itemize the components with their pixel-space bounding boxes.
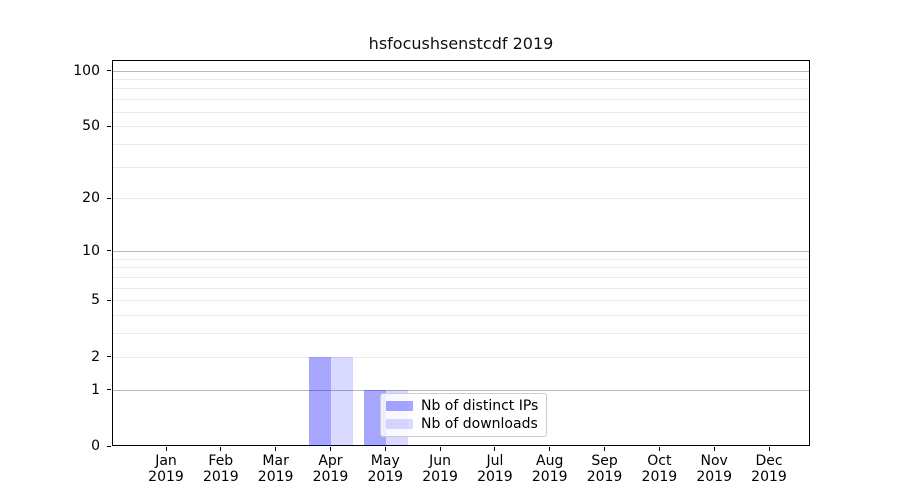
x-tick: [220, 447, 222, 451]
x-tick-label: Oct 2019: [619, 453, 699, 485]
y-tick: [107, 197, 111, 199]
x-tick-year: 2019: [422, 469, 458, 485]
x-tick-month: Jun: [429, 453, 452, 469]
x-tick-label: Apr 2019: [290, 453, 370, 485]
y-gridline-minor: [113, 276, 809, 278]
x-tick-year: 2019: [367, 469, 404, 485]
y-gridline-major: [113, 70, 809, 72]
y-gridline-minor: [113, 88, 809, 90]
x-tick-month: Dec: [755, 453, 783, 469]
x-tick-year: 2019: [477, 469, 513, 485]
y-tick-label: 0: [91, 438, 100, 454]
chart-title: hsfocushsenstcdf 2019: [368, 34, 554, 53]
x-tick-label: Mar 2019: [236, 453, 316, 485]
y-gridline-minor: [113, 166, 809, 168]
y-gridline-minor: [113, 315, 809, 317]
x-tick-month: Jan: [155, 453, 177, 469]
x-tick-year: 2019: [696, 469, 732, 485]
legend-label: Nb of distinct IPs: [421, 398, 539, 414]
y-tick: [107, 125, 111, 127]
x-tick-label: Nov 2019: [674, 453, 754, 485]
x-tick-label: Jul 2019: [455, 453, 535, 485]
y-gridline-minor: [113, 99, 809, 101]
y-tick: [107, 299, 111, 301]
y-tick: [107, 250, 111, 252]
y-tick-label: 1: [91, 381, 100, 398]
y-tick: [107, 445, 111, 447]
x-tick: [439, 447, 441, 451]
y-tick-label: 50: [82, 118, 100, 135]
y-gridline-minor: [113, 267, 809, 269]
y-gridline-major: [113, 250, 809, 252]
y-gridline-minor: [113, 143, 809, 145]
y-gridline-minor: [113, 111, 809, 113]
legend-entry: Nb of downloads: [386, 417, 538, 431]
x-tick-year: 2019: [202, 469, 239, 485]
y-tick-label: 20: [82, 190, 100, 207]
x-tick: [165, 447, 167, 451]
x-tick-label: Jan 2019: [126, 453, 206, 485]
x-tick-label: Sep 2019: [565, 453, 645, 485]
legend-entry: Nb of distinct IPs: [386, 399, 538, 413]
x-tick: [713, 447, 715, 451]
y-tick-label: 10: [82, 242, 100, 259]
bar: [331, 356, 354, 446]
x-tick-month: Jul: [486, 453, 504, 469]
y-gridline-minor: [113, 78, 809, 80]
x-tick-month: Nov: [700, 453, 728, 469]
x-tick: [658, 447, 660, 451]
y-gridline-major: [113, 389, 809, 391]
x-tick-year: 2019: [148, 469, 184, 485]
x-tick-year: 2019: [531, 469, 568, 485]
y-gridline-minor: [113, 126, 809, 128]
y-gridline-minor: [113, 287, 809, 289]
y-gridline-minor: [113, 300, 809, 302]
y-tick-label: 2: [91, 348, 100, 365]
x-tick-year: 2019: [312, 469, 349, 485]
x-tick-month: Oct: [647, 453, 672, 469]
legend-swatch: [386, 401, 413, 411]
x-tick-label: May 2019: [345, 453, 425, 485]
x-tick: [549, 447, 551, 451]
y-tick-label: 5: [91, 292, 100, 309]
x-tick-month: Sep: [591, 453, 618, 469]
x-tick-month: Mar: [262, 453, 289, 469]
x-tick-month: Apr: [318, 453, 343, 469]
x-tick-month: Feb: [208, 453, 234, 469]
y-tick-label: 100: [73, 62, 100, 79]
x-tick: [768, 447, 770, 451]
legend-label: Nb of downloads: [421, 416, 538, 432]
x-tick-year: 2019: [641, 469, 678, 485]
y-gridline-minor: [113, 333, 809, 335]
x-tick: [494, 447, 496, 451]
plot-area: [112, 60, 810, 446]
x-tick-year: 2019: [257, 469, 294, 485]
legend-swatch: [386, 419, 413, 429]
y-gridline-minor: [113, 258, 809, 260]
x-tick-label: Aug 2019: [510, 453, 590, 485]
x-tick: [604, 447, 606, 451]
x-tick-year: 2019: [751, 469, 787, 485]
bar: [309, 356, 332, 446]
x-tick-label: Jun 2019: [400, 453, 480, 485]
x-tick: [329, 447, 331, 451]
x-tick: [275, 447, 277, 451]
y-gridline-minor: [113, 356, 809, 358]
x-tick-label: Dec 2019: [729, 453, 809, 485]
y-tick: [107, 70, 111, 71]
x-tick-year: 2019: [586, 469, 623, 485]
x-tick: [384, 447, 386, 451]
y-tick: [107, 356, 111, 358]
x-tick-label: Feb 2019: [181, 453, 261, 485]
x-tick-month: Aug: [536, 453, 564, 469]
y-tick: [107, 389, 111, 391]
y-gridline-minor: [113, 198, 809, 200]
legend: Nb of distinct IPs Nb of downloads: [380, 393, 548, 437]
x-tick-month: May: [370, 453, 400, 469]
